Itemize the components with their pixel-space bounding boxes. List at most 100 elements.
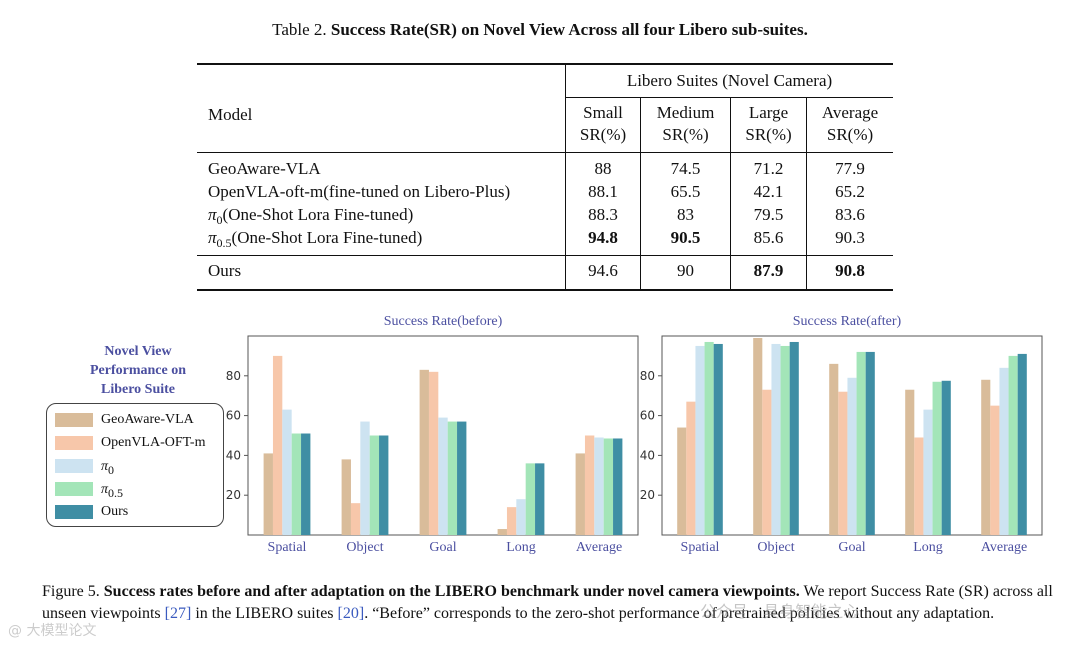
plot-frame <box>661 335 1043 536</box>
bar <box>923 409 933 535</box>
bar <box>516 499 526 535</box>
bar <box>999 367 1009 535</box>
x-tick-label: Average <box>576 540 622 555</box>
legend-label: π0.5 <box>101 479 123 500</box>
bar <box>704 341 714 535</box>
bar <box>713 343 723 535</box>
plot-frame <box>247 335 639 536</box>
bar <box>575 453 585 535</box>
bar <box>447 421 458 535</box>
bar <box>829 363 839 535</box>
pi-subscript: 0.5 <box>108 486 124 500</box>
ours-model: Ours <box>208 261 242 280</box>
bar <box>263 453 273 535</box>
bar <box>341 459 351 535</box>
y-tick-label: 80 <box>640 369 655 383</box>
col-header-large: Large SR(%) <box>731 102 806 146</box>
legend-label: OpenVLA-OFT-m <box>101 435 206 450</box>
legend-title: Novel View Performance on Libero Suite <box>58 342 218 399</box>
legend-label: GeoAware-VLA <box>101 412 194 427</box>
pi-symbol: π <box>101 482 109 497</box>
table-bottom-rule <box>197 289 893 291</box>
bar <box>677 427 687 535</box>
y-tick-label: 60 <box>226 409 241 423</box>
col-name: Large <box>748 103 789 122</box>
col-header-medium: Medium SR(%) <box>641 102 730 146</box>
citation-link[interactable]: [27] <box>164 605 192 622</box>
figure-caption-text: in the LIBERO suites <box>195 605 334 622</box>
chart-title-after: Success Rate(after) <box>792 314 902 329</box>
bar <box>780 345 790 535</box>
bar <box>438 417 448 535</box>
citation-link[interactable]: [20] <box>337 605 365 622</box>
y-tick-label: 60 <box>640 409 655 423</box>
table-caption-prefix: Table 2. <box>272 20 327 39</box>
table-cell: 77.9 <box>835 159 865 178</box>
table-cell: 65.2 <box>835 182 865 201</box>
col-header-small: Small SR(%) <box>566 102 640 146</box>
table-cell: 90.8 <box>835 261 865 280</box>
bar <box>506 507 517 535</box>
table-cell: 83.6 <box>835 205 865 224</box>
col-name: Average <box>821 103 879 122</box>
header-bottom-rule <box>197 152 893 153</box>
x-tick-label: Object <box>757 540 794 555</box>
table-cell: 90.3 <box>835 228 865 247</box>
legend-swatch <box>55 459 93 473</box>
bar <box>282 409 292 535</box>
group-header: Libero Suites (Novel Camera) <box>626 71 833 90</box>
bar <box>535 463 545 535</box>
row-model: OpenVLA-oft-m(fine-tuned on Libero-Plus) <box>208 182 511 201</box>
legend-swatch <box>55 505 93 519</box>
table-caption-title: Success Rate(SR) on Novel View Across al… <box>330 20 808 39</box>
x-tick-label: Long <box>506 540 536 555</box>
legend-title-line: Novel View <box>104 344 172 359</box>
table-caption: Table 2. Success Rate(SR) on Novel View … <box>0 20 1080 40</box>
bar <box>291 433 302 535</box>
table-cell: 94.6 <box>588 261 618 280</box>
table-cell: 42.1 <box>753 182 784 201</box>
pi-symbol: π <box>101 459 109 474</box>
bar <box>457 421 467 535</box>
legend: GeoAware-VLA OpenVLA-OFT-m π0 π0.5 Ours <box>46 403 224 527</box>
bar <box>789 341 799 535</box>
bar <box>686 401 696 535</box>
bar <box>379 435 389 535</box>
table-cell: 90 <box>677 261 694 280</box>
bar <box>594 437 604 535</box>
bar <box>762 389 772 535</box>
bar <box>428 371 439 535</box>
model-header: Model <box>208 105 253 124</box>
bar <box>847 377 857 535</box>
ours-top-rule <box>197 255 893 256</box>
pi-subscript: 0 <box>108 463 115 477</box>
y-tick-label: 40 <box>226 448 241 462</box>
bar <box>990 405 1000 535</box>
model-suffix: (One-Shot Lora Fine-tuned) <box>231 228 423 247</box>
table-cell: 71.2 <box>753 159 784 178</box>
figure-caption-text: We report Success Rate (SR) across all u… <box>42 583 1053 622</box>
bar <box>932 381 942 535</box>
bar <box>771 343 781 535</box>
x-tick-label: Object <box>346 540 383 555</box>
table-cell: 94.8 <box>588 228 618 247</box>
bar <box>1017 353 1027 535</box>
table-cell: 88.1 <box>588 182 618 201</box>
table-cell: 87.9 <box>753 261 784 280</box>
legend-swatch <box>55 482 93 496</box>
bar <box>941 380 951 535</box>
bar <box>369 435 380 535</box>
table-cell: 90.5 <box>670 228 701 247</box>
watermark-left: @ 大模型论文 <box>8 623 97 639</box>
figure-caption-title: Success rates before and after adaptatio… <box>103 583 800 600</box>
table-cell: 88.3 <box>588 205 618 224</box>
bar <box>695 345 705 535</box>
pi-subscript: 0 <box>216 213 223 227</box>
x-tick-label: Goal <box>429 540 456 555</box>
bar <box>525 463 536 535</box>
bar <box>1008 355 1018 535</box>
legend-swatch <box>55 413 93 427</box>
bar <box>272 355 283 535</box>
model-suffix: (One-Shot Lora Fine-tuned) <box>222 205 414 224</box>
figure-caption-text: . “Before” corresponds to the zero-shot … <box>364 605 995 622</box>
